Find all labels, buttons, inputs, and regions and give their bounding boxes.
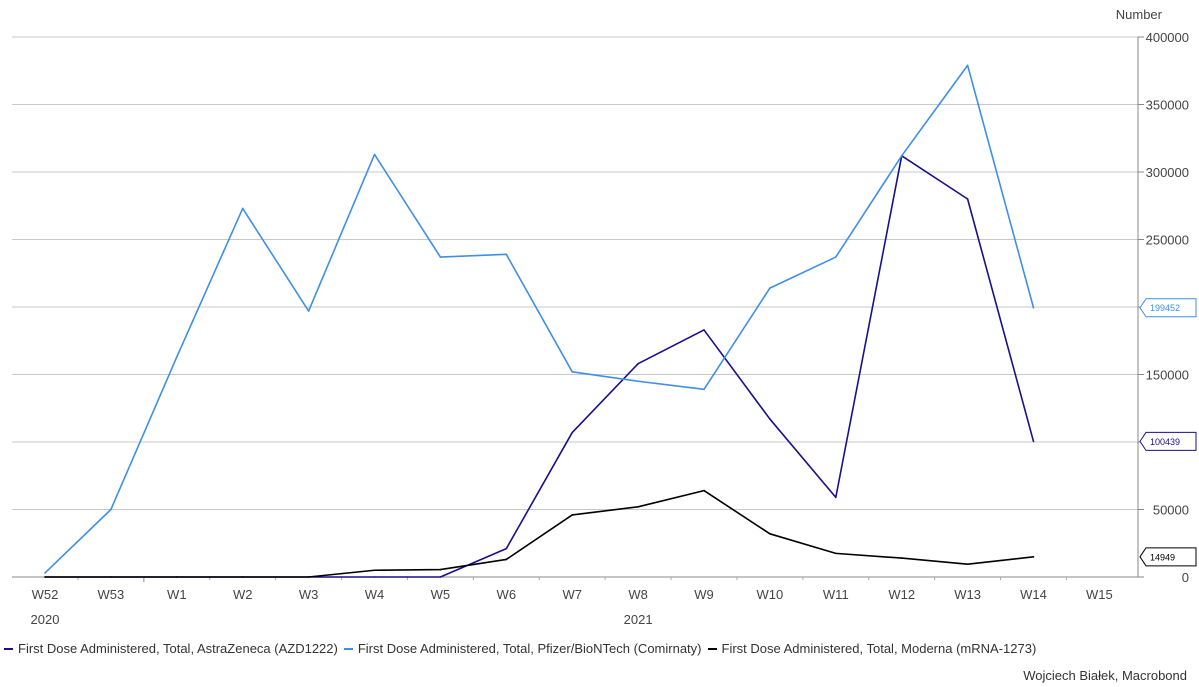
y-axis-label: Number [1116, 7, 1163, 22]
data-point [439, 256, 442, 258]
series-line-1 [44, 64, 1035, 574]
data-point [637, 362, 639, 365]
data-point [966, 563, 969, 565]
data-point [571, 371, 573, 373]
data-point [176, 576, 178, 578]
x-tick-label: W15 [1086, 587, 1113, 602]
data-point [307, 310, 310, 312]
x-year-label: 2021 [624, 612, 653, 627]
data-point [176, 356, 178, 358]
data-point [769, 287, 771, 289]
x-tick-label: W11 [823, 587, 849, 602]
data-point [966, 64, 969, 67]
y-tick-label: 250000 [1146, 233, 1189, 248]
y-tick-label: 350000 [1146, 98, 1189, 113]
data-point [769, 418, 771, 420]
x-tick-label: W7 [562, 587, 582, 602]
data-point [373, 576, 376, 578]
data-point [439, 568, 442, 571]
data-point [439, 576, 442, 578]
data-point [505, 253, 508, 256]
legend-swatch-pfizer [343, 647, 353, 650]
x-tick-label: W9 [694, 587, 714, 602]
data-point [637, 506, 639, 508]
data-point [44, 576, 46, 578]
data-point [110, 508, 112, 511]
data-point [241, 576, 244, 578]
data-point [505, 558, 508, 561]
line-chart: W52 W53 W1 W2 W3 W4 W5 W6 W7 W8 W9 W10 W11 W12 W13 W14 W… [12, 7, 1197, 627]
legend-swatch-moderna [707, 647, 717, 650]
x-tick-label: W6 [497, 587, 517, 602]
data-point [835, 496, 837, 499]
data-point [835, 552, 837, 555]
data-point [373, 153, 376, 156]
data-point [505, 547, 508, 550]
x-year-label: 2020 [31, 612, 60, 627]
legend-swatch-astrazeneca [4, 647, 13, 650]
end-value-label: 100439 [1150, 437, 1180, 447]
data-point [1032, 440, 1035, 443]
x-tick-label: W2 [233, 587, 253, 602]
data-point [44, 572, 46, 574]
x-tick-label: W52 [32, 587, 59, 602]
data-point [769, 533, 771, 535]
x-axis: W52 W53 W1 W2 W3 W4 W5 W6 W7 W8 W9 W10 W11 W12 W13 W14 W… [12, 576, 1138, 627]
gridlines [12, 36, 1138, 578]
x-tick-label: W12 [888, 587, 915, 602]
legend-label-astrazeneca: First Dose Administered, Total, AstraZen… [18, 641, 338, 656]
data-point [835, 256, 837, 258]
end-value-flag: 14949 [1139, 547, 1197, 567]
data-point [703, 388, 705, 391]
end-value-flags: 100439 199452 14949 [1139, 298, 1197, 567]
x-tick-label: W4 [365, 587, 385, 602]
data-point [241, 207, 244, 210]
legend-label-moderna: First Dose Administered, Total, Moderna … [721, 641, 1037, 656]
data-point [373, 569, 376, 572]
series-layer [44, 64, 1035, 578]
end-value-label: 14949 [1150, 552, 1175, 562]
y-tick-label: 150000 [1146, 368, 1189, 383]
series-line-0 [45, 155, 1035, 578]
data-point [110, 576, 112, 578]
series-line-2 [45, 489, 1034, 578]
y-tick-label: 300000 [1146, 165, 1189, 180]
x-tick-label: W3 [299, 587, 319, 602]
legend-item-pfizer: First Dose Administered, Total, Pfizer/B… [343, 641, 702, 656]
data-point [1032, 306, 1035, 309]
x-tick-label: W8 [628, 587, 648, 602]
x-tick-label: W5 [431, 587, 451, 602]
legend-label-pfizer: First Dose Administered, Total, Pfizer/B… [357, 641, 702, 656]
end-value-flag: 199452 [1139, 298, 1197, 318]
legend: First Dose Administered, Total, AstraZen… [4, 641, 1036, 656]
end-value-label: 199452 [1150, 303, 1180, 313]
x-tick-label: W1 [167, 587, 187, 602]
data-point [571, 514, 573, 516]
data-point [637, 380, 639, 383]
legend-item-moderna: First Dose Administered, Total, Moderna … [707, 641, 1037, 656]
data-point [307, 576, 310, 578]
end-value-flag-box [1139, 431, 1197, 451]
data-point [571, 431, 573, 434]
y-tick-label: 0 [1182, 570, 1189, 585]
data-point [703, 489, 705, 492]
x-tick-label: W13 [954, 587, 981, 602]
source-credit: Wojciech Białek, Macrobond [1023, 668, 1187, 683]
data-point [1032, 556, 1035, 558]
y-axis: 0 50000 150000 250000 300000 350000 400000 [1137, 30, 1189, 585]
y-tick-label: 50000 [1153, 503, 1189, 518]
data-point [900, 155, 903, 157]
data-point [900, 557, 903, 559]
end-value-flag-box [1139, 298, 1197, 318]
data-point [966, 198, 969, 200]
x-tick-label: W10 [757, 587, 784, 602]
x-tick-label: W14 [1020, 587, 1047, 602]
legend-item-astrazeneca: First Dose Administered, Total, AstraZen… [4, 641, 338, 656]
end-value-flag-box [1139, 547, 1197, 567]
y-tick-label: 400000 [1146, 30, 1189, 45]
x-tick-label: W53 [98, 587, 125, 602]
end-value-flag: 100439 [1139, 431, 1197, 451]
data-point [703, 329, 705, 331]
